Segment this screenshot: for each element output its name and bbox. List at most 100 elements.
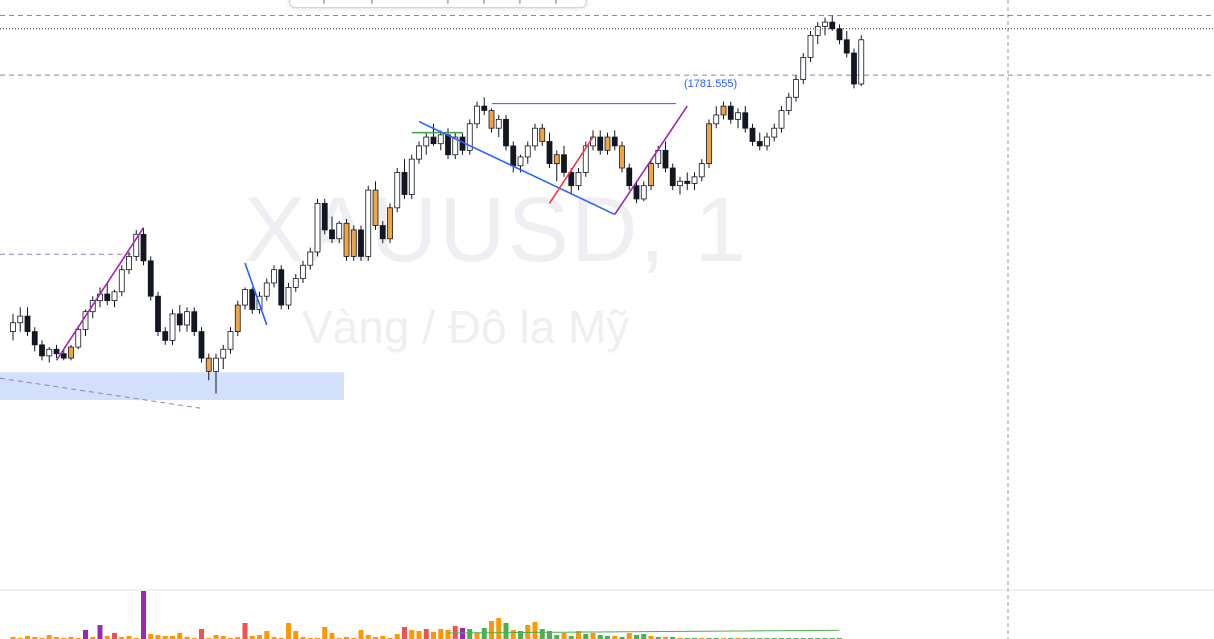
candle-body-92 — [677, 180, 683, 187]
volume-bar-2 — [25, 636, 30, 639]
crosshair-icon[interactable]: ┬ — [318, 0, 330, 3]
volume-bar-72 — [532, 622, 538, 639]
candle-body-54 — [401, 172, 408, 195]
candle-body-99 — [727, 105, 734, 120]
zigzag-red-4 — [548, 136, 594, 204]
volume-bar-35 — [264, 631, 270, 639]
volume-bar-11 — [90, 637, 96, 639]
candle-body-35 — [263, 282, 270, 297]
candle-body-82 — [604, 136, 611, 151]
candle-body-66 — [488, 110, 495, 129]
volume-bar-76 — [561, 633, 567, 639]
candle-body-59 — [437, 134, 444, 145]
candle-body-86 — [633, 185, 640, 200]
candle-body-2 — [24, 315, 31, 332]
drawing-toolbar[interactable]: ┬ ┬ ═ ┬ ┬ ┬ ┬ — [289, 0, 587, 8]
candle-body-75 — [553, 154, 560, 164]
volume-bar-70 — [518, 631, 523, 639]
volume-bar-44 — [329, 633, 335, 639]
candle-body-87 — [640, 185, 647, 200]
candle-body-24 — [184, 311, 190, 326]
volume-bar-83 — [612, 636, 618, 639]
volume-bar-46 — [344, 637, 349, 639]
candle-body-37 — [278, 269, 285, 306]
text-icon[interactable]: ═ — [402, 0, 414, 3]
candle-body-31 — [234, 304, 241, 332]
candle-body-111 — [814, 26, 821, 36]
more-icon[interactable]: ┬ — [550, 0, 562, 3]
volume-bar-38 — [286, 623, 291, 639]
measure-icon[interactable]: ┬ — [478, 0, 490, 3]
brush-icon[interactable]: ┬ — [514, 0, 526, 3]
volume-bar-89 — [655, 637, 661, 639]
volume-bar-77 — [568, 636, 574, 639]
candle-body-94 — [691, 176, 698, 184]
candle-body-97 — [713, 114, 720, 125]
volume-bar-29 — [220, 636, 226, 639]
volume-bar-67 — [496, 618, 502, 639]
marked-level-label: (1781.555) — [684, 78, 738, 90]
volume-bar-24 — [184, 637, 190, 639]
candle-body-64 — [474, 105, 480, 125]
candle-body-7 — [60, 353, 67, 359]
volume-bar-91 — [670, 637, 676, 639]
candle-body-19 — [147, 260, 154, 297]
candle-body-15 — [118, 269, 125, 293]
candle-body-74 — [546, 141, 553, 164]
candle-body-112 — [822, 21, 828, 27]
candle-body-6 — [53, 348, 60, 355]
candle-body-32 — [242, 289, 248, 306]
volume-bar-87 — [641, 634, 647, 639]
zigzag-blue-1 — [244, 262, 268, 326]
candle-body-40 — [300, 264, 306, 279]
demand-zone — [0, 372, 344, 401]
volume-bar-22 — [170, 636, 175, 639]
volume-bar-82 — [605, 636, 610, 639]
candle-body-55 — [408, 158, 415, 195]
candle-body-28 — [213, 357, 219, 372]
volume-bar-73 — [539, 629, 545, 639]
volume-bar-84 — [619, 637, 625, 639]
volume-bar-34 — [257, 635, 262, 639]
candle-body-114 — [836, 28, 843, 41]
candle-body-91 — [669, 167, 676, 187]
candle-body-70 — [517, 156, 524, 167]
candle-body-73 — [539, 127, 546, 142]
volume-bar-53 — [394, 634, 400, 639]
volume-bar-78 — [576, 631, 581, 639]
volume-bar-62 — [460, 628, 465, 639]
candle-body-85 — [626, 167, 633, 187]
candle-body-116 — [851, 52, 857, 85]
candle-body-105 — [771, 127, 778, 138]
volume-bar-3 — [32, 637, 38, 639]
volume-bar-21 — [162, 636, 168, 639]
candle-body-29 — [220, 348, 227, 359]
candle-body-57 — [423, 136, 430, 147]
zigzag-blue-3 — [418, 120, 616, 216]
candle-body-98 — [720, 105, 727, 116]
candle-body-9 — [75, 328, 82, 348]
pattern-icon[interactable]: ┬ — [442, 0, 454, 3]
candle-body-16 — [126, 256, 132, 271]
candle-body-26 — [198, 331, 205, 359]
candle-body-84 — [619, 145, 625, 169]
volume-bar-80 — [590, 633, 596, 639]
volume-bar-85 — [626, 633, 632, 639]
volume-bar-19 — [148, 634, 154, 639]
candle-body-30 — [227, 331, 234, 350]
candle-body-109 — [800, 57, 807, 80]
volume-bar-88 — [648, 636, 654, 639]
volume-bar-43 — [322, 627, 328, 639]
candle-body-63 — [466, 123, 473, 151]
candle-body-78 — [575, 172, 582, 187]
volume-bar-28 — [213, 635, 219, 639]
candle-body-101 — [742, 112, 749, 129]
candle-body-22 — [169, 313, 176, 341]
volume-bar-8 — [68, 637, 74, 639]
volume-bar-64 — [474, 633, 480, 639]
trendline-icon[interactable]: ┬ — [366, 0, 378, 3]
candle-body-47 — [350, 229, 357, 257]
candle-body-20 — [155, 295, 161, 332]
